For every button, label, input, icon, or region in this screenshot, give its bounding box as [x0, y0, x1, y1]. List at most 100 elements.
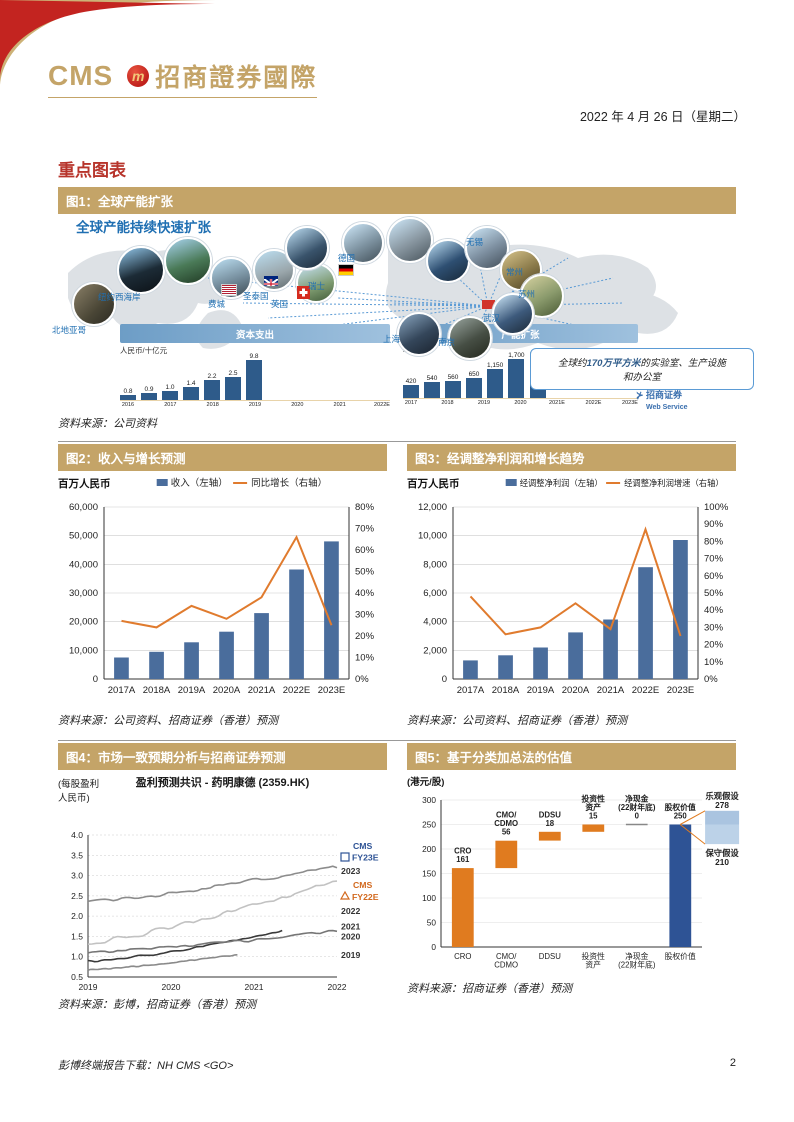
- svg-text:10,000: 10,000: [69, 645, 98, 656]
- svg-text:40%: 40%: [355, 588, 375, 599]
- svg-text:0: 0: [93, 674, 98, 685]
- svg-text:同比增长（右轴）: 同比增长（右轴）: [251, 477, 327, 489]
- svg-text:CRO: CRO: [454, 952, 471, 961]
- svg-text:70%: 70%: [704, 554, 724, 565]
- svg-text:2019: 2019: [341, 950, 360, 960]
- svg-text:百万人民币: 百万人民币: [407, 477, 460, 490]
- svg-text:10,000: 10,000: [418, 531, 447, 542]
- svg-text:2.0: 2.0: [71, 911, 83, 921]
- svg-text:2020A: 2020A: [562, 685, 590, 696]
- svg-text:2023E: 2023E: [667, 685, 694, 696]
- svg-text:20,000: 20,000: [69, 617, 98, 628]
- svg-text:2018A: 2018A: [143, 685, 171, 696]
- svg-text:资产: 资产: [585, 802, 601, 812]
- svg-text:0%: 0%: [355, 674, 369, 685]
- svg-text:0: 0: [431, 942, 436, 952]
- svg-text:30%: 30%: [704, 622, 724, 633]
- svg-text:2020A: 2020A: [213, 685, 241, 696]
- svg-text:10%: 10%: [355, 653, 375, 664]
- svg-text:投资性: 投资性: [582, 794, 606, 804]
- svg-text:10%: 10%: [704, 657, 724, 668]
- svg-text:收入（左轴）: 收入（左轴）: [171, 477, 228, 489]
- svg-text:经调整净利润（左轴）: 经调整净利润（左轴）: [520, 478, 603, 488]
- svg-text:1.0: 1.0: [71, 952, 83, 962]
- svg-text:18: 18: [545, 819, 554, 828]
- svg-text:150: 150: [422, 869, 436, 879]
- svg-text:净现金: 净现金: [625, 951, 649, 961]
- svg-text:(22财年底): (22财年底): [618, 802, 656, 812]
- svg-text:2020: 2020: [341, 932, 360, 942]
- svg-text:50%: 50%: [355, 567, 375, 578]
- svg-text:2,000: 2,000: [423, 645, 447, 656]
- svg-text:60%: 60%: [704, 571, 724, 582]
- svg-text:90%: 90%: [704, 519, 724, 530]
- svg-text:2022: 2022: [328, 982, 347, 992]
- svg-text:60,000: 60,000: [69, 502, 98, 513]
- svg-text:3.5: 3.5: [71, 850, 83, 860]
- svg-text:百万人民币: 百万人民币: [58, 477, 111, 490]
- svg-text:278: 278: [715, 800, 729, 810]
- svg-text:30%: 30%: [355, 610, 375, 621]
- svg-text:0.5: 0.5: [71, 972, 83, 982]
- svg-text:CMS: CMS: [353, 880, 373, 890]
- svg-text:2022: 2022: [341, 906, 360, 916]
- svg-text:56: 56: [502, 828, 511, 837]
- svg-text:股权价值: 股权价值: [665, 951, 696, 961]
- svg-text:80%: 80%: [355, 502, 375, 513]
- svg-text:CDMO: CDMO: [494, 961, 518, 970]
- svg-text:2019A: 2019A: [527, 685, 555, 696]
- svg-text:股权价值: 股权价值: [665, 802, 696, 812]
- svg-text:2.5: 2.5: [71, 891, 83, 901]
- svg-text:FY22E: FY22E: [352, 892, 379, 902]
- svg-text:8,000: 8,000: [423, 559, 447, 570]
- svg-text:100%: 100%: [704, 502, 729, 513]
- svg-text:净现金: 净现金: [625, 794, 649, 804]
- svg-text:15: 15: [589, 812, 598, 821]
- svg-text:0%: 0%: [704, 674, 718, 685]
- svg-text:200: 200: [422, 844, 436, 854]
- svg-text:2021A: 2021A: [597, 685, 625, 696]
- svg-text:20%: 20%: [704, 640, 724, 651]
- svg-text:CMS: CMS: [353, 841, 373, 851]
- svg-text:4,000: 4,000: [423, 617, 447, 628]
- svg-text:20%: 20%: [355, 631, 375, 642]
- svg-text:3.0: 3.0: [71, 871, 83, 881]
- svg-text:资产: 资产: [585, 960, 601, 970]
- svg-text:2023: 2023: [341, 866, 360, 876]
- svg-text:经调整净利润增速（右轴）: 经调整净利润增速（右轴）: [624, 478, 724, 488]
- svg-text:2018A: 2018A: [492, 685, 520, 696]
- svg-text:100: 100: [422, 893, 436, 903]
- svg-text:2017A: 2017A: [108, 685, 136, 696]
- svg-text:70%: 70%: [355, 524, 375, 535]
- svg-text:2020: 2020: [162, 982, 181, 992]
- svg-text:2017A: 2017A: [457, 685, 485, 696]
- svg-text:2022E: 2022E: [283, 685, 310, 696]
- svg-text:2021: 2021: [245, 982, 264, 992]
- svg-text:0: 0: [442, 674, 447, 685]
- svg-text:FY23E: FY23E: [352, 853, 379, 863]
- svg-text:2021A: 2021A: [248, 685, 276, 696]
- svg-text:300: 300: [422, 795, 436, 805]
- svg-text:250: 250: [674, 812, 688, 821]
- svg-text:60%: 60%: [355, 545, 375, 556]
- svg-text:2022E: 2022E: [632, 685, 659, 696]
- svg-text:2023E: 2023E: [318, 685, 345, 696]
- svg-text:1.5: 1.5: [71, 931, 83, 941]
- svg-text:50%: 50%: [704, 588, 724, 599]
- svg-text:0: 0: [635, 812, 640, 821]
- svg-text:12,000: 12,000: [418, 502, 447, 513]
- svg-text:50: 50: [427, 918, 437, 928]
- svg-text:210: 210: [715, 857, 729, 867]
- svg-text:2019: 2019: [79, 982, 98, 992]
- svg-text:161: 161: [456, 855, 470, 864]
- svg-text:250: 250: [422, 820, 436, 830]
- svg-text:DDSU: DDSU: [539, 952, 561, 961]
- svg-text:(22财年底): (22财年底): [618, 960, 656, 970]
- svg-text:80%: 80%: [704, 536, 724, 547]
- svg-text:投资性: 投资性: [582, 951, 606, 961]
- svg-text:2021: 2021: [341, 921, 360, 931]
- svg-text:30,000: 30,000: [69, 588, 98, 599]
- svg-text:40%: 40%: [704, 605, 724, 616]
- svg-text:4.0: 4.0: [71, 830, 83, 840]
- svg-text:40,000: 40,000: [69, 559, 98, 570]
